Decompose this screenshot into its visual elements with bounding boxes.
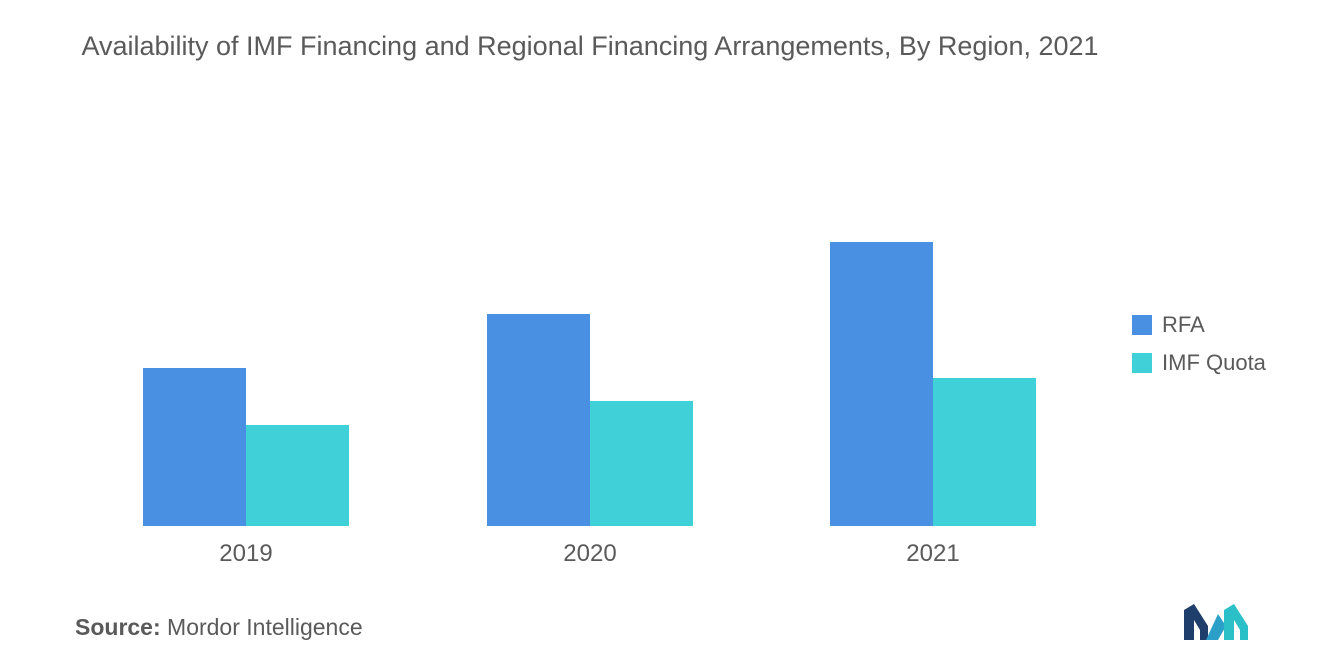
x-tick-label-2019: 2019	[219, 540, 272, 567]
mordor-intelligence-logo-icon	[1184, 604, 1248, 640]
bar-imf-quota-2020	[590, 401, 693, 526]
bar-rfa-2019	[143, 368, 246, 526]
chart-title: Availability of IMF Financing and Region…	[81, 31, 1099, 61]
bar-rfa-2020	[487, 314, 590, 526]
legend-item-imf-quota: IMF Quota	[1132, 344, 1266, 382]
legend-label-rfa: RFA	[1162, 312, 1205, 337]
bar-imf-quota-2021	[933, 378, 1036, 526]
bar-rfa-2021	[830, 242, 933, 526]
source-note: Source: Mordor Intelligence	[75, 614, 363, 641]
legend-swatch-rfa	[1132, 315, 1152, 335]
source-value: Mordor Intelligence	[167, 614, 363, 640]
legend-item-rfa: RFA	[1132, 306, 1266, 344]
source-label: Source:	[75, 614, 161, 640]
x-tick-label-2021: 2021	[906, 540, 959, 567]
legend: RFA IMF Quota	[1132, 306, 1266, 382]
legend-swatch-imf-quota	[1132, 353, 1152, 373]
x-tick-label-2020: 2020	[563, 540, 616, 567]
legend-label-imf-quota: IMF Quota	[1162, 350, 1266, 375]
bar-imf-quota-2019	[246, 425, 349, 526]
